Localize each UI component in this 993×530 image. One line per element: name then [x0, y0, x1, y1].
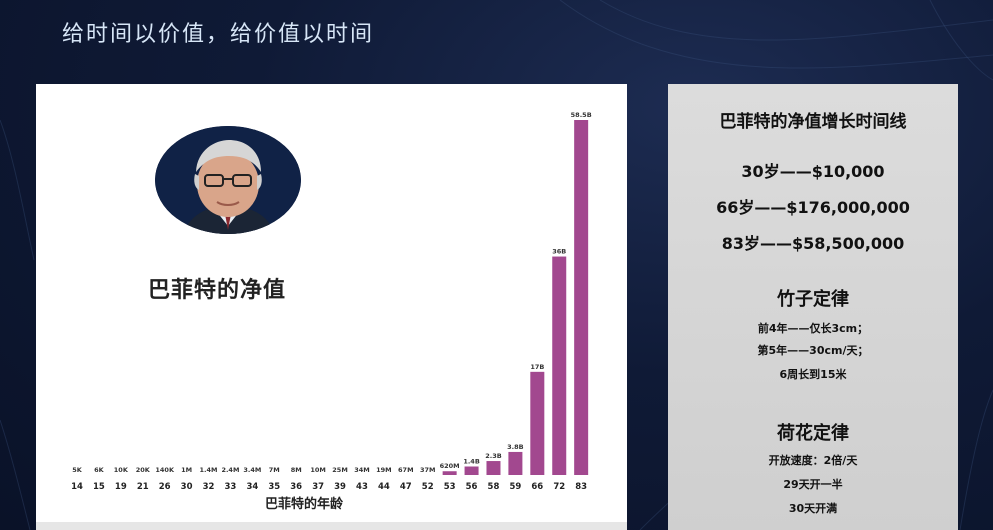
x-tick-label: 44	[378, 482, 390, 492]
x-tick-label: 19	[115, 482, 127, 492]
lotus-law-line: 30天开满	[788, 502, 838, 515]
bar-value-label: 67M	[398, 466, 414, 474]
x-tick-label: 72	[553, 482, 565, 492]
x-tick-label: 53	[444, 482, 456, 492]
bar-value-label: 6K	[94, 466, 105, 474]
x-tick-label: 36	[290, 482, 302, 492]
bar-value-label: 140K	[155, 466, 175, 474]
bar-value-label: 3.8B	[507, 443, 524, 451]
lotus-law-line: 29天开一半	[783, 478, 843, 491]
bar-value-label: 19M	[376, 466, 392, 474]
bar-age-53	[442, 471, 457, 475]
bar-value-label: 620M	[440, 462, 460, 470]
x-tick-label: 34	[246, 482, 258, 492]
bar-value-label: 2.3B	[485, 452, 502, 460]
bar-age-56	[464, 466, 479, 475]
x-tick-label: 30	[181, 482, 193, 492]
bar-age-66	[530, 371, 545, 475]
x-tick-label: 33	[225, 482, 237, 492]
info-panel: 巴菲特的净值增长时间线 30岁——$10,000 66岁——$176,000,0…	[668, 84, 958, 530]
x-tick-label: 32	[203, 482, 215, 492]
x-tick-label: 26	[159, 482, 171, 492]
bar-value-label: 17B	[530, 363, 544, 371]
bar-value-label: 3.4M	[243, 466, 261, 474]
x-tick-label: 59	[509, 482, 521, 492]
bar-value-label: 58.5B	[571, 111, 592, 119]
bar-value-label: 1M	[181, 466, 192, 474]
x-tick-label: 56	[466, 482, 478, 492]
lotus-law-line: 开放速度：2倍/天	[768, 454, 858, 467]
bar-value-label: 36B	[552, 248, 566, 256]
timeline-item: 83岁——$58,500,000	[721, 234, 905, 253]
timeline-item: 66岁——$176,000,000	[716, 198, 910, 217]
x-tick-label: 66	[531, 482, 543, 492]
x-tick-label: 35	[268, 482, 280, 492]
bar-age-83	[574, 120, 589, 475]
bar-value-label: 37M	[420, 466, 436, 474]
x-tick-label: 14	[71, 482, 83, 492]
x-tick-label: 83	[575, 482, 587, 492]
x-tick-label: 52	[422, 482, 434, 492]
bar-value-label: 10K	[114, 466, 129, 474]
x-tick-label: 39	[334, 482, 346, 492]
slide-title: 给时间以价值，给价值以时间	[62, 22, 375, 47]
bamboo-law-line: 第5年——30cm/天；	[757, 344, 869, 357]
bar-value-label: 1.4M	[200, 466, 218, 474]
bar-age-72	[552, 256, 567, 475]
bar-value-label: 10M	[310, 466, 326, 474]
x-axis-label: 巴菲特的年龄	[265, 496, 344, 512]
panel-bottom-strip	[36, 522, 627, 530]
bamboo-law-title: 竹子定律	[777, 289, 849, 310]
bar-value-label: 7M	[269, 466, 280, 474]
x-tick-label: 47	[400, 482, 412, 492]
bar-value-label: 1.4B	[463, 458, 480, 466]
bar-age-59	[508, 451, 523, 475]
bamboo-law-line: 前4年——仅长3cm；	[757, 322, 869, 335]
net-worth-chart-panel: 巴菲特的净值 5K 14 6K 15 10K 19 20K 21 140K 26 1M 30 1.4M 3…	[36, 84, 627, 530]
bamboo-law-line: 6周长到15米	[779, 368, 847, 381]
bar-value-label: 20K	[136, 466, 151, 474]
bar-value-label: 25M	[332, 466, 348, 474]
bar-value-label: 2.4M	[221, 466, 239, 474]
bar-age-58	[486, 461, 501, 475]
x-tick-label: 21	[137, 482, 149, 492]
buffett-portrait	[155, 126, 301, 234]
bar-value-label: 8M	[291, 466, 302, 474]
lotus-law-title: 荷花定律	[777, 423, 849, 444]
x-tick-label: 15	[93, 482, 105, 492]
x-tick-label: 37	[312, 482, 324, 492]
net-worth-bar-chart: 5K 14 6K 15 10K 19 20K 21 140K 26 1M 30 1.4M 32 2.4M 33…	[71, 111, 592, 512]
bar-value-label: 34M	[354, 466, 370, 474]
timeline-item: 30岁——$10,000	[741, 162, 885, 181]
chart-caption: 巴菲特的净值	[148, 278, 287, 303]
x-tick-label: 58	[488, 482, 500, 492]
timeline-title: 巴菲特的净值增长时间线	[719, 112, 907, 132]
bar-value-label: 5K	[72, 466, 83, 474]
x-tick-label: 43	[356, 482, 368, 492]
